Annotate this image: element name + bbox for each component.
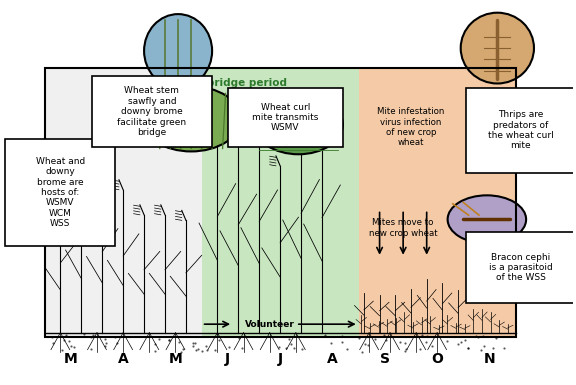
Bar — [45, 68, 202, 337]
Text: S: S — [380, 353, 390, 367]
Text: M: M — [64, 353, 78, 367]
Text: J: J — [225, 353, 230, 367]
Ellipse shape — [461, 13, 534, 84]
Text: Mites move to
new crop wheat: Mites move to new crop wheat — [369, 218, 437, 238]
Ellipse shape — [142, 86, 241, 151]
Ellipse shape — [144, 14, 212, 88]
Text: A: A — [118, 353, 128, 367]
Bar — [92, 76, 212, 147]
Text: Mite infestation
virus infection
of new crop
wheat: Mite infestation virus infection of new … — [377, 107, 445, 147]
Text: J: J — [278, 353, 283, 367]
Text: Thrips are
predators of
the wheat curl
mite: Thrips are predators of the wheat curl m… — [488, 110, 554, 150]
Text: Volunteer: Volunteer — [245, 320, 294, 329]
Text: O: O — [431, 353, 443, 367]
Bar — [202, 68, 359, 337]
Bar — [466, 88, 576, 173]
Text: Wheat curl
mite transmits
WSMV: Wheat curl mite transmits WSMV — [252, 102, 319, 132]
Text: M: M — [169, 353, 183, 367]
Bar — [45, 68, 516, 337]
Text: Green bridge period: Green bridge period — [168, 78, 287, 88]
Text: A: A — [327, 353, 338, 367]
Ellipse shape — [254, 95, 343, 154]
Text: N: N — [484, 353, 495, 367]
Bar — [359, 68, 516, 337]
Bar — [466, 232, 576, 303]
Text: Wheat stem
sawfly and
downy brome
facilitate green
bridge: Wheat stem sawfly and downy brome facili… — [118, 87, 187, 137]
Ellipse shape — [448, 195, 526, 243]
Bar — [228, 88, 343, 147]
Bar — [5, 139, 115, 246]
Text: Bracon cephi
is a parasitoid
of the WSS: Bracon cephi is a parasitoid of the WSS — [489, 253, 553, 283]
Text: Wheat and
downy
brome are
hosts of:
WSMV
WCM
WSS: Wheat and downy brome are hosts of: WSMV… — [36, 157, 85, 228]
